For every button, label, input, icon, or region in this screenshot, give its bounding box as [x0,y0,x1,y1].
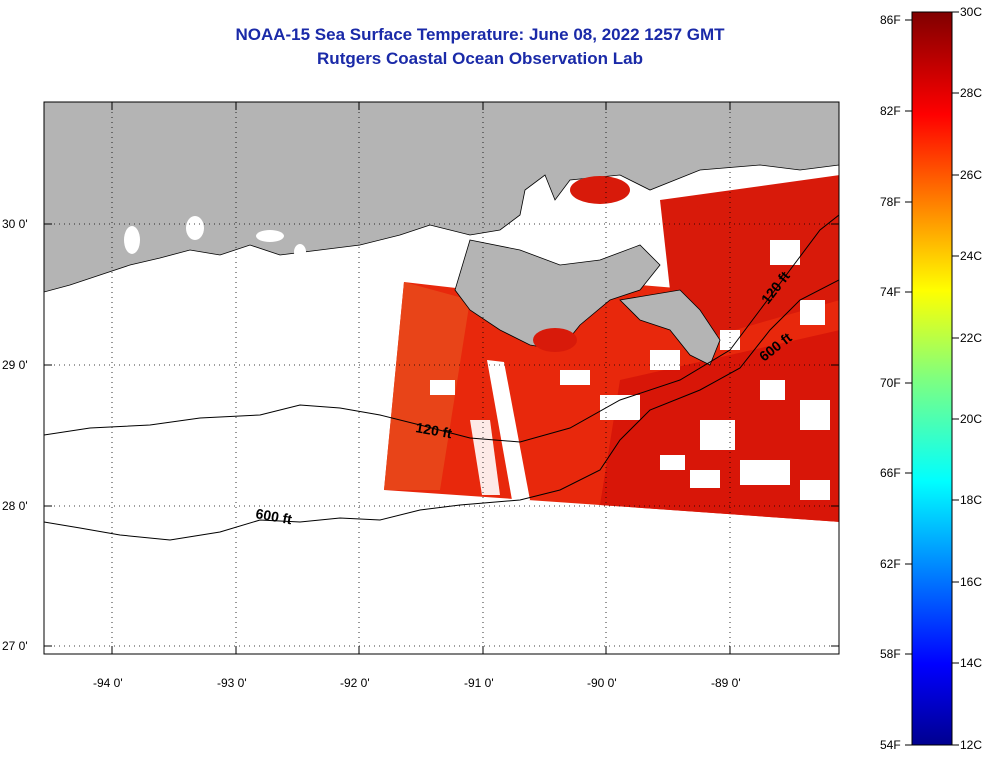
colorbar-c-label: 30C [960,5,983,19]
inland-lakes [124,202,573,269]
colorbar-f-label: 54F [880,738,901,752]
colorbar-c-label: 28C [960,86,983,100]
lon-label: -94 0' [93,676,123,690]
coastal-sst [533,176,712,352]
contour-120ft-line [44,214,839,443]
chart-subtitle: Rutgers Coastal Ocean Observation Lab [317,49,643,68]
no-data-strip [487,360,530,500]
colorbar-f-label: 62F [880,557,901,571]
sst-swath-west [384,282,470,490]
lat-label: 30 0' [2,217,28,231]
contour-600ft-line [44,279,839,541]
colorbar-c-label: 16C [960,575,983,589]
colorbar-f-label: 82F [880,104,901,118]
contour-label-600ft-a: 600 ft [254,505,293,527]
colorbar-c-label: 26C [960,168,983,182]
colorbar-f-label: 66F [880,466,901,480]
land-mass [44,102,839,351]
colorbar-f-label: 74F [880,285,901,299]
graticule [44,102,839,654]
lon-label: -90 0' [587,676,617,690]
colorbar [911,11,953,746]
lon-label: -93 0' [217,676,247,690]
axis-ticks [44,102,839,654]
colorbar-f-label: 78F [880,195,901,209]
colorbar-c-label: 12C [960,738,983,752]
colorbar-c-label: 18C [960,493,983,507]
lat-label: 29 0' [2,358,28,372]
lat-label: 27 0' [2,639,28,653]
lon-label: -91 0' [464,676,494,690]
lat-label: 28 0' [2,499,28,513]
colorbar-c-label: 20C [960,412,983,426]
no-data-patches [430,240,830,500]
colorbar-c-label: 24C [960,249,983,263]
colorbar-c-label: 14C [960,656,983,670]
chart-title: NOAA-15 Sea Surface Temperature: June 08… [235,25,725,44]
contour-label-120ft-a: 120 ft [414,419,453,441]
colorbar-f-label: 58F [880,647,901,661]
colorbar-c-label: 22C [960,331,983,345]
colorbar-f-label: 86F [880,13,901,27]
colorbar-ticks [905,11,959,746]
lon-label: -89 0' [711,676,741,690]
lon-label: -92 0' [340,676,370,690]
colorbar-f-label: 70F [880,376,901,390]
